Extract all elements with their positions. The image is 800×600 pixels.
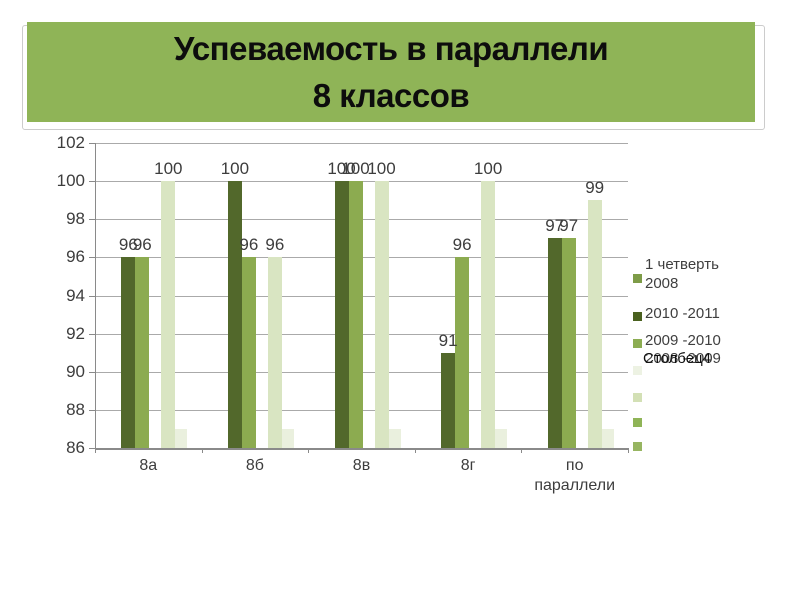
bar-value-label: 100 bbox=[367, 159, 396, 179]
y-axis-tick bbox=[89, 333, 95, 335]
x-axis-tick bbox=[414, 448, 416, 453]
bar-value-label: 100 bbox=[220, 159, 250, 179]
title-banner: Успеваемость в параллели 8 классов bbox=[27, 22, 755, 122]
y-axis-tick bbox=[89, 371, 95, 373]
x-axis-line bbox=[95, 448, 628, 450]
legend-label: 1 четверть 2008 bbox=[645, 256, 719, 292]
bar-2010-2011 bbox=[334, 181, 349, 448]
y-axis-label: 98 bbox=[66, 209, 85, 229]
legend-swatch bbox=[633, 366, 642, 375]
y-axis-label: 90 bbox=[66, 361, 85, 381]
bar-unlabeled-stub bbox=[175, 428, 188, 448]
bar-value-label: 96 bbox=[239, 235, 259, 255]
bar-2010-2011 bbox=[227, 181, 242, 448]
bar-unlabeled-stub bbox=[388, 428, 401, 448]
legend-label-overlay: Столбец4 bbox=[643, 350, 711, 367]
bar-value-label: 97 bbox=[559, 216, 579, 236]
x-axis-tick bbox=[521, 448, 523, 453]
y-axis-label: 96 bbox=[66, 247, 85, 267]
bar-unlabeled-stub bbox=[495, 428, 508, 448]
y-axis-tick bbox=[89, 409, 95, 411]
bar-2010-2011 bbox=[547, 238, 562, 448]
bar-value-label: 100 bbox=[473, 159, 503, 179]
y-axis-tick bbox=[89, 143, 95, 144]
legend-label: 2009 -2010 bbox=[645, 332, 721, 349]
bar-1-chetvert-2008 bbox=[135, 257, 150, 448]
y-axis-label: 92 bbox=[66, 323, 85, 343]
legend-swatch bbox=[633, 312, 642, 321]
bar-2009-2010 bbox=[374, 181, 389, 448]
x-axis-label: 8в bbox=[352, 457, 371, 474]
bar-2009-2010 bbox=[161, 181, 176, 448]
legend-label: 2010 -2011 bbox=[645, 305, 720, 322]
bar-1-chetvert-2008 bbox=[455, 257, 470, 448]
x-axis-label: по параллели bbox=[534, 457, 616, 494]
bar-2009-2010 bbox=[481, 181, 496, 448]
x-axis-label: 8г bbox=[460, 457, 476, 474]
y-axis-label: 88 bbox=[66, 399, 85, 419]
y-axis-label: 86 bbox=[66, 438, 85, 457]
bar-value-label: 96 bbox=[132, 235, 152, 255]
y-axis-tick bbox=[89, 257, 95, 259]
bar-1-chetvert-2008 bbox=[348, 181, 363, 448]
y-axis-line bbox=[95, 143, 96, 448]
legend-swatch bbox=[633, 418, 642, 427]
bar-1-chetvert-2008 bbox=[561, 238, 576, 448]
x-axis-tick bbox=[201, 448, 203, 453]
slide-title-line2: 8 классов bbox=[312, 77, 470, 114]
bar-value-label: 96 bbox=[265, 235, 285, 255]
bar-value-label: 100 bbox=[341, 159, 370, 179]
legend-swatch bbox=[633, 393, 642, 402]
bar-value-label: 100 bbox=[327, 159, 356, 179]
legend-swatch bbox=[633, 274, 642, 283]
bar-value-label: 97 bbox=[545, 216, 565, 236]
y-axis-label: 100 bbox=[56, 171, 85, 191]
y-axis-tick bbox=[89, 448, 95, 449]
y-axis-tick bbox=[89, 181, 95, 183]
y-axis-label: 102 bbox=[56, 133, 85, 152]
y-axis-tick bbox=[89, 219, 95, 221]
x-axis-label: 8б bbox=[245, 457, 264, 474]
gridline bbox=[95, 143, 628, 144]
bar-2010-2011 bbox=[441, 352, 456, 448]
x-axis-tick bbox=[308, 448, 310, 453]
legend-swatch bbox=[633, 442, 642, 451]
legend-swatch bbox=[633, 339, 642, 348]
bar-unlabeled-stub bbox=[601, 428, 614, 448]
bar-value-label: 99 bbox=[585, 178, 605, 198]
bar-1-chetvert-2008 bbox=[241, 257, 256, 448]
x-axis-tick bbox=[628, 448, 629, 453]
slide-title-line1: Успеваемость в параллели bbox=[173, 30, 609, 67]
y-axis-tick bbox=[89, 295, 95, 297]
bar-2009-2010 bbox=[587, 200, 602, 448]
x-axis-label: 8а bbox=[139, 457, 158, 474]
x-axis-tick bbox=[95, 448, 96, 453]
bar-2009-2010 bbox=[267, 257, 282, 448]
bar-value-label: 96 bbox=[118, 235, 138, 255]
bar-value-label: 91 bbox=[438, 330, 458, 350]
legend-label: 2008 -2009 bbox=[645, 350, 721, 367]
bar-value-label: 100 bbox=[154, 159, 183, 179]
bar-2010-2011 bbox=[121, 257, 136, 448]
bar-unlabeled-stub bbox=[281, 428, 294, 448]
y-axis-label: 94 bbox=[66, 285, 85, 305]
bar-value-label: 96 bbox=[452, 235, 472, 255]
